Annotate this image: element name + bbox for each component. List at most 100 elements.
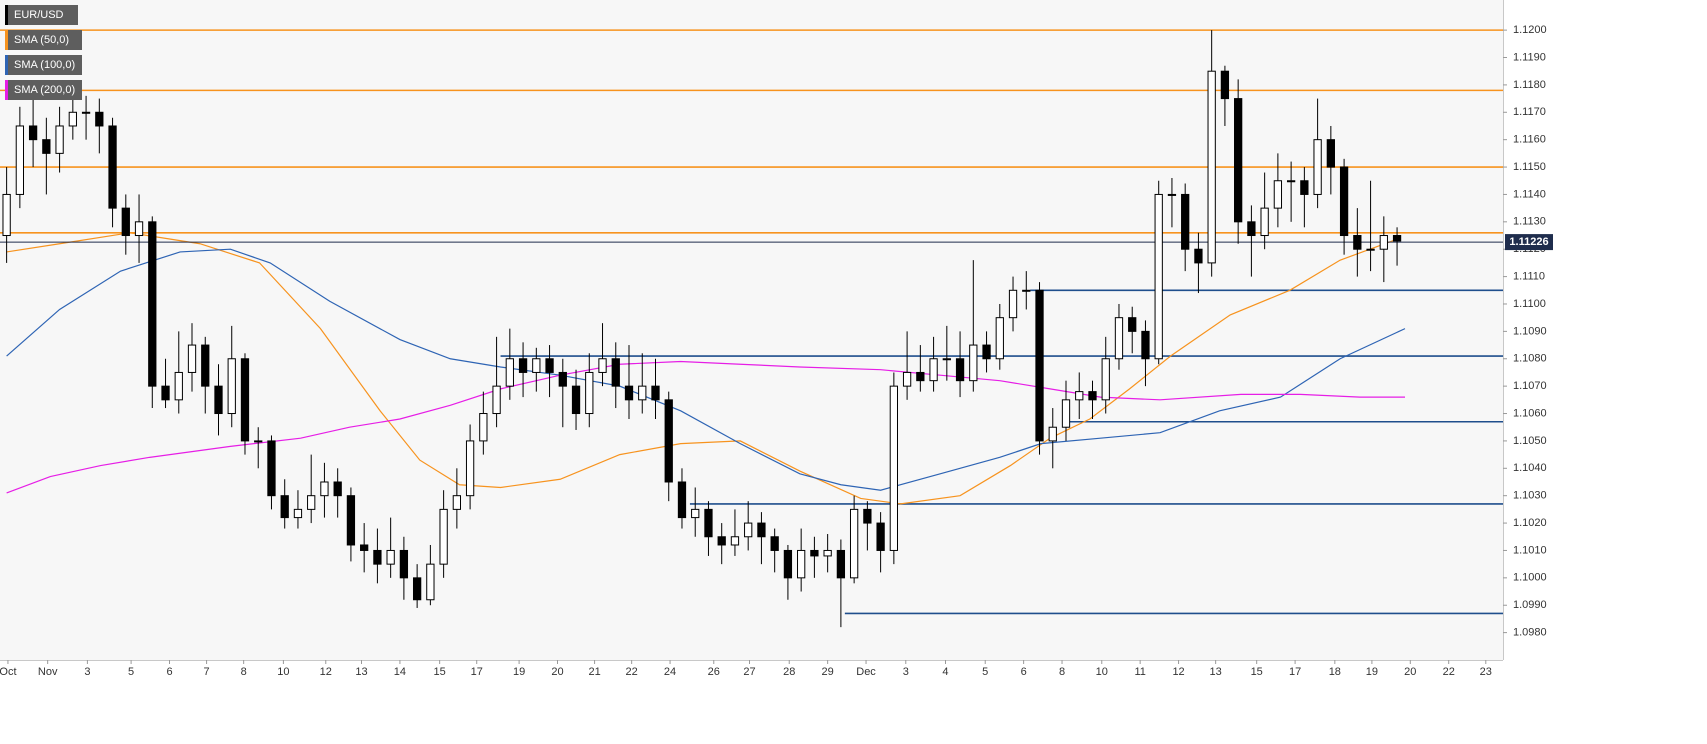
y-tick-label: 1.1170: [1513, 106, 1546, 118]
x-tick-label: 13: [355, 666, 367, 678]
y-tick-label: 1.1180: [1513, 79, 1546, 91]
candle-body: [1379, 235, 1388, 250]
candle-body: [1181, 193, 1190, 250]
candle-body: [148, 221, 157, 387]
x-tick-label: 20: [551, 666, 563, 678]
candle-body: [1154, 193, 1163, 360]
candle-body: [532, 358, 541, 373]
candle-body: [240, 358, 250, 442]
candle-body: [1286, 180, 1296, 183]
x-tick-label: 10: [1096, 666, 1108, 678]
candle-body: [373, 549, 382, 565]
candle-body: [571, 385, 581, 415]
candle-body: [876, 522, 885, 551]
legend-swatch: [5, 30, 8, 50]
candle-body: [744, 522, 753, 538]
x-tick-label: 10: [277, 666, 289, 678]
candle-body: [677, 481, 687, 519]
candle-body: [492, 385, 501, 415]
candle-body: [585, 371, 594, 415]
legend-swatch: [5, 80, 8, 100]
candle-body: [346, 495, 356, 546]
legend-swatch: [5, 5, 8, 25]
legend-box: [5, 55, 82, 75]
candle-body: [797, 549, 806, 579]
x-tick-label: 4: [942, 666, 948, 678]
x-tick-label: 6: [1021, 666, 1027, 678]
candle-body: [412, 577, 422, 601]
x-tick-label: 6: [166, 666, 172, 678]
candle-body: [624, 385, 634, 401]
x-tick-label: 23: [1480, 666, 1492, 678]
candle-body: [942, 358, 951, 361]
x-tick-label: 15: [1251, 666, 1263, 678]
sma-line: [6, 248, 1406, 491]
x-tick-label: 11: [1134, 666, 1145, 678]
candle-body: [1141, 330, 1150, 360]
candle-body: [902, 371, 912, 387]
candle-body: [2, 193, 11, 237]
x-tick-label: 22: [626, 666, 638, 678]
legend-label: SMA (200,0): [14, 84, 75, 96]
candle-body: [783, 549, 793, 579]
candle-body: [479, 413, 488, 442]
y-tick-label: 1.1050: [1513, 435, 1547, 447]
candle-body: [55, 125, 64, 154]
candle-body: [1313, 139, 1322, 195]
candle-body: [1392, 235, 1402, 242]
candle-body: [1273, 180, 1283, 209]
x-tick-label: 18: [1329, 666, 1341, 678]
candle-body: [1101, 358, 1110, 401]
candle-body: [134, 221, 144, 237]
candle-body: [836, 549, 846, 579]
candle-body: [545, 358, 554, 373]
candle-body: [254, 440, 263, 443]
candle-body: [307, 495, 316, 510]
candle-body: [214, 385, 223, 415]
candle-body: [955, 358, 965, 382]
x-tick-label: 15: [434, 666, 446, 678]
y-tick-label: 1.1110: [1513, 271, 1545, 283]
candle-body: [1075, 391, 1084, 401]
x-tick-label: 27: [743, 666, 755, 678]
x-tick-label: 5: [128, 666, 134, 678]
y-tick-label: 1.0980: [1513, 627, 1547, 639]
sma-line: [6, 232, 1400, 505]
candle-body: [929, 358, 938, 382]
x-tick-label: 19: [1366, 666, 1378, 678]
x-tick-label: 17: [471, 666, 483, 678]
candle-body: [465, 440, 475, 497]
candle-body: [730, 536, 740, 546]
plot-background: [0, 0, 1503, 660]
candle-body: [161, 385, 170, 401]
candle-body: [611, 358, 620, 387]
candle-body: [1260, 207, 1269, 237]
candle-body: [1008, 289, 1018, 319]
candle-body: [360, 544, 369, 551]
y-tick-label: 1.1160: [1513, 134, 1546, 146]
candle-body: [518, 358, 528, 373]
x-tick-label: 26: [708, 666, 720, 678]
x-tick-label: 24: [664, 666, 676, 678]
candle-body: [691, 508, 700, 519]
candle-body: [638, 385, 647, 401]
x-tick-label: Oct: [0, 666, 17, 678]
candle-body: [187, 344, 197, 373]
candle-body: [293, 508, 303, 519]
y-tick-label: 1.1070: [1513, 380, 1547, 392]
candle-body: [1061, 399, 1071, 428]
candle-body: [1220, 70, 1230, 100]
candle-body: [267, 440, 276, 497]
candle-body: [1326, 139, 1335, 168]
candle-body: [810, 549, 819, 557]
y-tick-label: 1.1090: [1513, 325, 1547, 337]
candle-body: [1035, 289, 1044, 442]
candle-body: [889, 385, 898, 551]
x-tick-label: 8: [241, 666, 247, 678]
candle-body: [121, 207, 130, 237]
candle-body: [995, 317, 1004, 360]
y-tick-label: 1.1030: [1513, 490, 1547, 502]
candle-body: [452, 495, 462, 510]
